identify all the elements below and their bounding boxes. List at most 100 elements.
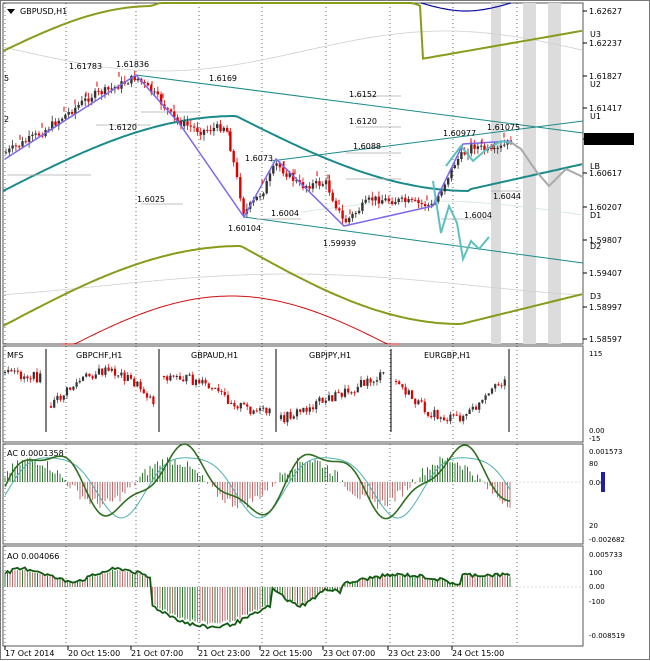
mini-candle-body <box>407 390 410 395</box>
mini-candle-body <box>334 392 337 402</box>
ac-axis-label: 80 <box>589 460 598 468</box>
multi-axis-label: 115 <box>589 350 602 358</box>
candle-body <box>377 196 381 204</box>
mini-candle-body <box>308 407 311 412</box>
candle-body <box>183 121 186 127</box>
candle-body <box>113 86 117 89</box>
peak-label: 1.61075 <box>487 123 520 132</box>
mini-candle-body <box>299 409 302 412</box>
candle-body <box>143 81 146 84</box>
candle-body <box>361 202 364 211</box>
candle-body <box>14 145 18 147</box>
candle-body <box>460 152 463 159</box>
candle-body <box>338 208 341 211</box>
mini-candle-body <box>363 380 366 386</box>
band-d4 <box>61 295 400 345</box>
mini-candle-body <box>268 408 271 414</box>
candle-body <box>126 83 130 85</box>
mini-candle-body <box>242 402 246 405</box>
multi-axis-label: -15 <box>589 435 600 443</box>
mini-candle-body <box>417 400 420 405</box>
ac-axis-label: 0.00 <box>589 479 605 487</box>
mini-candle-body <box>439 417 442 419</box>
ao-axis-label: -100 <box>589 598 605 606</box>
candle-body <box>453 165 456 169</box>
candle-body <box>192 126 196 128</box>
mini-candle-body <box>120 372 123 376</box>
mini-candle-body <box>474 406 478 410</box>
mini-candle-body <box>503 379 506 386</box>
mini-candle-body <box>289 411 292 419</box>
mini-candle-body <box>182 379 185 382</box>
mini-candle-body <box>236 406 239 409</box>
candle-body <box>414 199 417 201</box>
mini-candle-body <box>487 393 490 396</box>
candle-body <box>282 167 285 174</box>
mini-candle-body <box>226 394 230 404</box>
mini-candle-body <box>465 413 468 416</box>
peak-label: 1.61836 <box>116 60 149 69</box>
mini-candle-body <box>350 392 353 394</box>
mini-candle-body <box>382 372 385 374</box>
candle-body <box>110 88 113 90</box>
multi-axis-label: 0.00 <box>589 427 605 435</box>
candle-body <box>11 145 14 149</box>
ac-axis-label: 0.001573 <box>589 448 622 456</box>
mini-candle-body <box>129 375 133 379</box>
mini-candle-body <box>204 379 207 384</box>
candle-body <box>384 198 387 201</box>
zigzag-line <box>4 74 512 227</box>
candle-body <box>212 127 216 132</box>
candle-body <box>153 91 156 93</box>
time-axis-label: 20 Oct 15:00 <box>68 649 120 658</box>
channel-upper <box>135 74 584 134</box>
peak-label: 1.61783 <box>69 62 102 71</box>
level-label: 1.6120 <box>349 117 377 126</box>
candle-body <box>311 183 315 189</box>
mini-candle-body <box>327 395 331 401</box>
mini-candle-body <box>194 379 198 385</box>
mini-candle-body <box>223 392 226 395</box>
mini-candle-body <box>201 379 204 384</box>
candle-body <box>136 78 140 81</box>
candle-body <box>255 196 258 201</box>
candle-body <box>348 218 351 223</box>
mini-candle-body <box>185 374 188 382</box>
candle-body <box>295 180 298 182</box>
candle-body <box>265 181 268 194</box>
candle-body <box>199 131 202 135</box>
mini-candle-body <box>166 376 169 381</box>
candle-body <box>186 121 189 126</box>
mini-candle-body <box>7 369 10 373</box>
candle-body <box>54 121 57 126</box>
mini-candle-body <box>295 409 299 417</box>
candle-body <box>341 210 344 219</box>
mini-candle-body <box>56 395 59 400</box>
mini-candle-body <box>72 386 75 390</box>
mini-candle-body <box>230 403 233 405</box>
candle-body <box>278 163 282 168</box>
mini-candle-body <box>149 396 152 398</box>
mini-candle-body <box>420 400 423 402</box>
candle-body <box>169 109 173 112</box>
current-price-label: 1.61044 <box>588 135 621 144</box>
candle-body <box>176 117 179 122</box>
mini-candle-body <box>113 368 117 376</box>
mini-candle-body <box>331 395 334 402</box>
candle-body <box>305 186 308 189</box>
mini-candle-body <box>462 415 465 422</box>
ac-signal-line <box>4 457 511 519</box>
candle-body <box>235 162 239 178</box>
mini-candle-body <box>404 387 407 395</box>
candle-body <box>499 145 503 148</box>
mini-candle-body <box>302 407 305 412</box>
mini-candle-body <box>59 395 62 400</box>
mini-candle-body <box>318 397 321 402</box>
mini-candle-body <box>340 392 343 397</box>
mini-candle-body <box>123 372 126 382</box>
candle-body <box>480 145 483 147</box>
mini-candle-body <box>490 388 494 394</box>
candle-body <box>107 87 110 90</box>
mini-candle-body <box>29 378 32 380</box>
